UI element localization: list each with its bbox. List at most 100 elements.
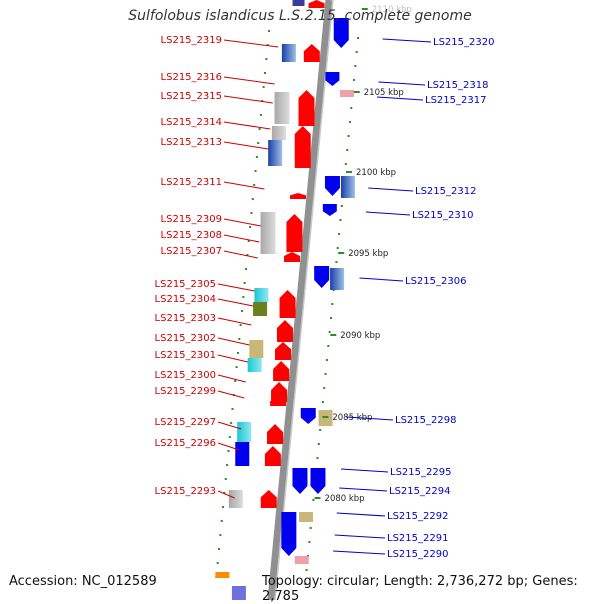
gene-label-reverse: LS215_2290 [387, 549, 448, 560]
gene-block-partial [231, 586, 246, 600]
gene-arrow-forward [275, 342, 292, 360]
gene-block-blue [235, 442, 250, 466]
ring-dot [335, 261, 338, 263]
gene-block-pink [339, 90, 354, 97]
gene-label-leader [217, 298, 254, 307]
gene-label-leader [217, 317, 252, 326]
ring-dot [258, 128, 261, 130]
gene-label-forward: LS215_2313 [161, 137, 222, 148]
gene-label-leader [378, 81, 426, 86]
gene-block-tan [298, 512, 313, 522]
ring-dot [246, 254, 249, 256]
ring-dot [304, 583, 307, 585]
ring-dot [247, 240, 250, 242]
ring-dot [263, 72, 266, 74]
gene-arrow-forward [271, 382, 288, 402]
gene-label-leader [223, 121, 271, 130]
ring-dot [216, 562, 219, 564]
ring-dot [352, 79, 355, 81]
ring-dot [308, 541, 311, 543]
ring-dot [325, 359, 328, 361]
gene-arrow-reverse [325, 72, 340, 86]
gene-arrow-reverse [310, 468, 326, 494]
ring-dot [350, 107, 353, 109]
ring-dot [331, 303, 334, 305]
gene-arrow-forward [289, 193, 306, 199]
ring-dot [321, 401, 324, 403]
ring-dot [243, 282, 246, 284]
gene-arrow-forward [264, 446, 281, 466]
gene-block-cyan [237, 422, 252, 442]
gene-arrow-forward [260, 490, 277, 508]
gene-block-gray [228, 490, 243, 508]
genome-title: Sulfolobus islandicus L.S.2.15, complete… [128, 8, 472, 24]
ring-dot [250, 212, 253, 214]
gene-block-gray [274, 92, 290, 124]
gene-label-forward: LS215_2299 [155, 386, 216, 397]
scale-tick-label: 2085 kbp [332, 413, 372, 423]
gene-label-leader [382, 38, 432, 43]
gene-label-reverse: LS215_2318 [427, 80, 488, 91]
gene-label-reverse: LS215_2317 [425, 95, 486, 106]
ring-dot [234, 380, 237, 382]
ring-dot [312, 499, 315, 501]
gene-arrow-forward [273, 361, 290, 381]
gene-label-leader [223, 181, 265, 190]
ring-dot [245, 268, 248, 270]
gene-label-layer: LS215_2319 LS215_2316 LS215_2315 LS215_2314… [155, 35, 495, 560]
backbone-layer [267, 0, 334, 601]
gene-block-cyan [254, 288, 269, 302]
gene-label-leader [217, 374, 246, 383]
gene-label-forward: LS215_2309 [161, 214, 222, 225]
gene-label-leader [217, 390, 245, 399]
gene-label-leader [217, 337, 250, 346]
gene-label-forward: LS215_2296 [155, 438, 216, 449]
gene-label-forward: LS215_2314 [161, 117, 222, 128]
gene-label-leader [365, 211, 411, 216]
ring-dot [238, 338, 241, 340]
gene-arrow-reverse [333, 18, 349, 48]
gene-label-reverse: LS215_2306 [405, 276, 466, 287]
gene-label-reverse: LS215_2294 [389, 486, 450, 497]
ring-dot [268, 30, 271, 32]
scale-tick-layer: 2110 kbp 2105 kbp 2100 kbp 2095 kbp 2090 kbp… [314, 5, 412, 504]
ring-dot [242, 296, 245, 298]
label-leader-layer [217, 38, 432, 555]
ring-dot [230, 422, 233, 424]
gene-arrow-reverse [322, 204, 337, 216]
ring-dot [251, 198, 254, 200]
gene-label-forward: LS215_2305 [155, 279, 216, 290]
ring-dot [338, 233, 341, 235]
ring-dot [329, 317, 332, 319]
ring-dot [235, 366, 238, 368]
gene-label-forward: LS215_2316 [161, 72, 222, 83]
gene-arrow-forward [267, 424, 284, 444]
gene-label-forward: LS215_2315 [161, 91, 222, 102]
gene-label-leader [346, 416, 394, 421]
ring-dot [340, 205, 343, 207]
gene-arrow-reverse [324, 176, 340, 196]
ring-dot [346, 149, 349, 151]
scale-tick-label: 2090 kbp [340, 331, 380, 341]
gene-label-leader [376, 96, 424, 101]
gene-label-reverse: LS215_2291 [387, 533, 448, 544]
scale-tick-label: 2100 kbp [356, 168, 396, 178]
gene-label-leader [341, 468, 389, 473]
gene-label-forward: LS215_2293 [155, 486, 216, 497]
ring-dot [222, 506, 225, 508]
ring-dot [305, 569, 308, 571]
gene-label-leader [333, 550, 386, 555]
gene-label-leader [339, 487, 388, 492]
gene-label-leader [217, 283, 255, 292]
ring-dot [324, 373, 327, 375]
scale-tick-label: 2095 kbp [348, 249, 388, 259]
gene-label-forward: LS215_2303 [155, 313, 216, 324]
ring-dot [255, 156, 258, 158]
gene-label-forward: LS215_2307 [161, 246, 222, 257]
ring-dot [348, 121, 351, 123]
ring-dot [339, 219, 342, 221]
gene-label-leader [217, 490, 235, 499]
scale-tick-label: 2105 kbp [364, 88, 404, 98]
ring-dot [254, 170, 257, 172]
